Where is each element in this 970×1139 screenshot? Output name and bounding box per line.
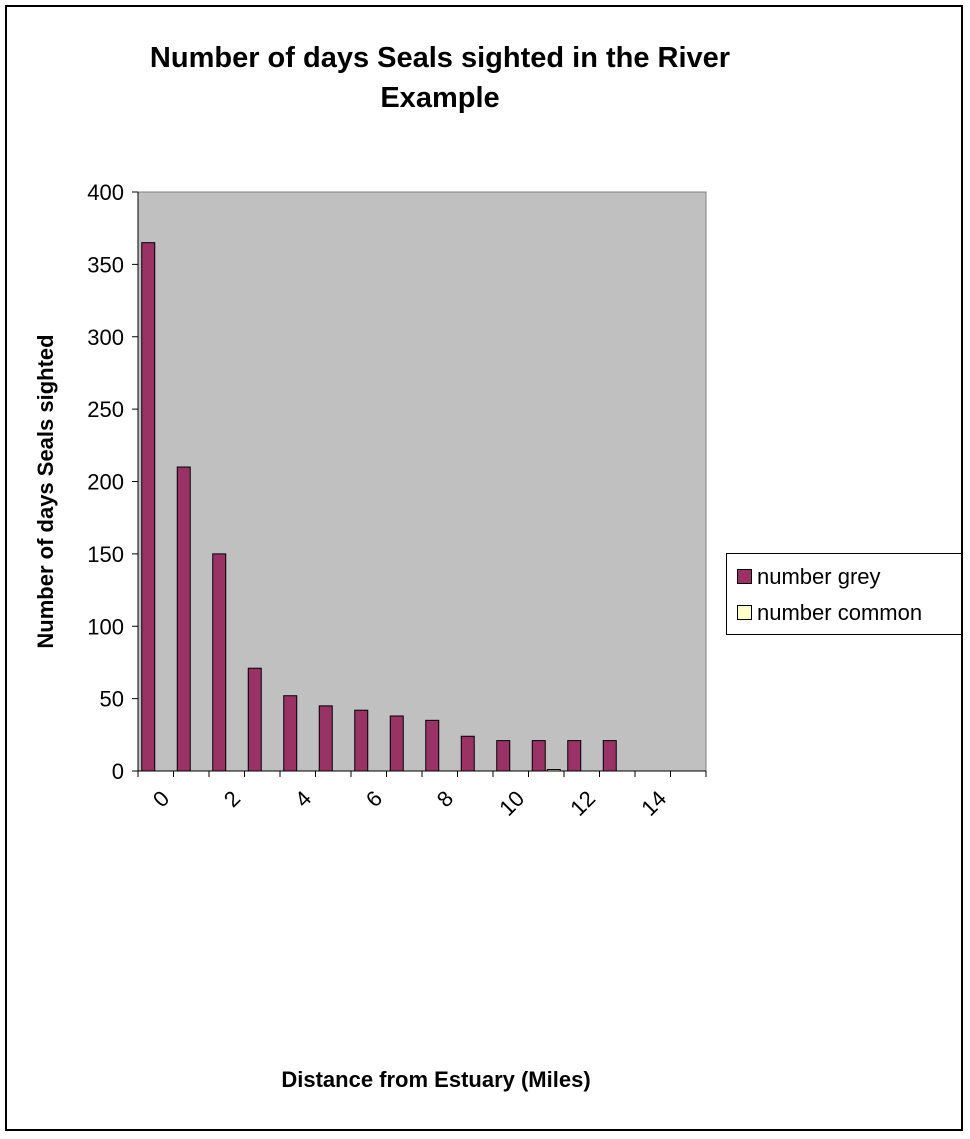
legend: number grey number common — [726, 553, 962, 635]
bar-number-grey — [212, 553, 227, 772]
x-tick-label: 12 — [565, 786, 600, 821]
bar-number-grey — [176, 466, 191, 772]
y-tick-label: 100 — [87, 614, 124, 639]
y-tick-label: 0 — [112, 759, 124, 784]
bar-number-grey — [602, 740, 617, 772]
x-tick-label: 2 — [219, 786, 245, 812]
legend-item-common: number common — [737, 600, 922, 626]
bar-number-grey — [531, 740, 546, 772]
x-tick-label: 0 — [148, 786, 174, 812]
y-tick-label: 250 — [87, 397, 124, 422]
legend-item-grey: number grey — [737, 564, 881, 590]
chart-title: Number of days Seals sighted in the Rive… — [149, 42, 731, 114]
legend-swatch-grey — [737, 568, 752, 584]
y-tick-label: 400 — [87, 180, 124, 205]
bar-number-grey — [283, 695, 298, 772]
legend-label-grey: number grey — [757, 564, 881, 589]
y-tick-label: 150 — [87, 542, 124, 567]
x-tick-label: 6 — [361, 786, 387, 812]
y-tick-label: 300 — [87, 325, 124, 350]
bar-number-grey — [141, 242, 156, 772]
y-tick-label: 50 — [100, 687, 124, 712]
y-tick-label: 350 — [87, 252, 124, 277]
bar-number-grey — [425, 719, 440, 772]
bar-number-grey — [354, 709, 369, 772]
bar-number-grey — [496, 740, 511, 772]
x-tick-label: 4 — [290, 786, 316, 812]
plot-area — [137, 191, 707, 772]
bar-number-grey — [318, 705, 333, 772]
legend-swatch-common — [737, 604, 752, 620]
legend-label-common: number common — [757, 600, 923, 625]
bar-number-grey — [460, 735, 475, 772]
bar-number-grey — [567, 740, 582, 772]
x-tick-label: 10 — [494, 786, 529, 821]
y-axis-title: Number of days Seals sighted — [33, 334, 58, 648]
x-tick-label: 8 — [432, 786, 458, 812]
bar-number-grey — [389, 715, 404, 772]
y-tick-label: 200 — [87, 470, 124, 495]
bar-number-grey — [247, 667, 262, 772]
x-axis-title: Distance from Estuary (Miles) — [281, 1067, 590, 1092]
x-tick-label: 14 — [636, 786, 671, 821]
